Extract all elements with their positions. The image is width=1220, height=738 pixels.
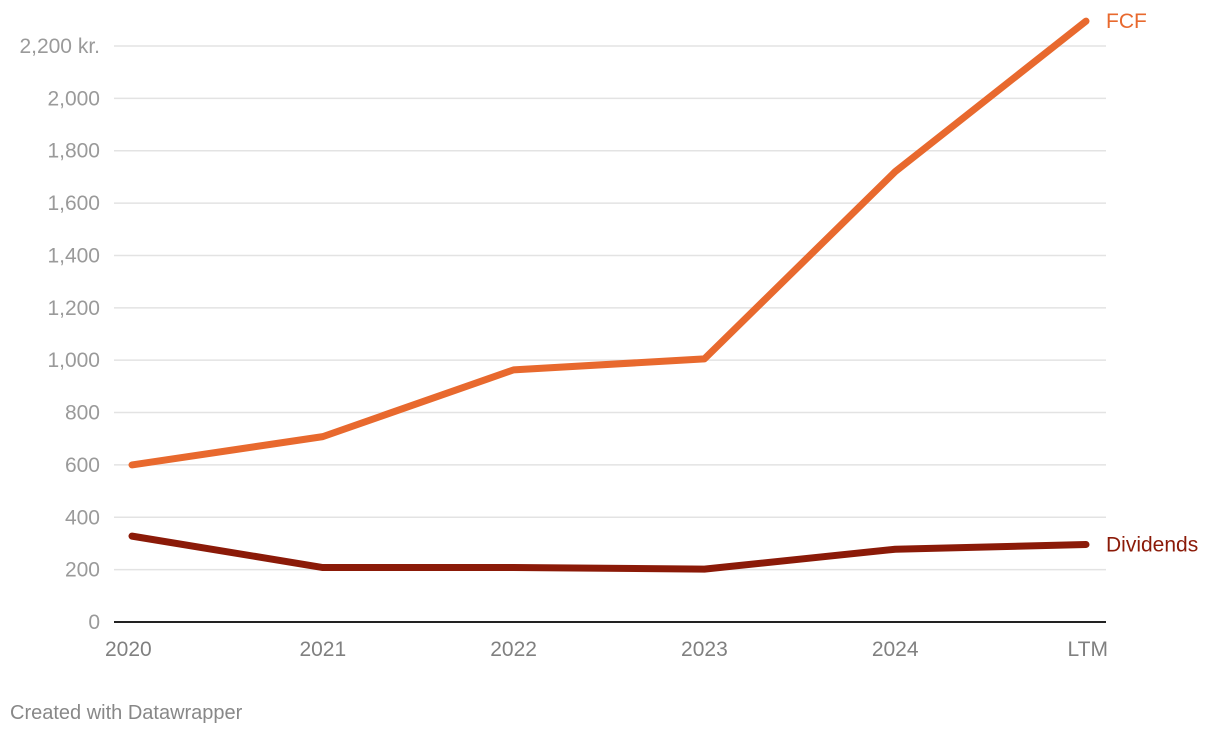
x-tick-label: 2021 <box>299 638 346 661</box>
y-tick-label: 200 <box>65 559 100 582</box>
series-line-dividends <box>128 532 1090 573</box>
gridlines <box>114 45 1106 571</box>
y-tick-label: 600 <box>65 454 100 477</box>
y-tick-label: 0 <box>88 611 100 634</box>
y-tick-label: 2,000 <box>47 87 100 110</box>
series-end-labels: FCF Dividends <box>1106 10 1198 556</box>
x-tick-label: LTM <box>1068 638 1108 661</box>
series-label-fcf: FCF <box>1106 10 1147 33</box>
x-tick-label: 2022 <box>490 638 537 661</box>
y-tick-label: 2,200 kr. <box>19 35 100 58</box>
y-tick-label: 1,200 <box>47 297 100 320</box>
y-tick-label: 1,600 <box>47 192 100 215</box>
y-tick-label: 800 <box>65 402 100 425</box>
x-tick-label: 2020 <box>105 638 152 661</box>
series-label-dividends: Dividends <box>1106 534 1198 557</box>
y-tick-label: 1,400 <box>47 244 100 267</box>
y-axis-tick-labels: 0 200 400 600 800 1,000 1,200 1,400 1,600 1,800 2,… <box>19 35 100 634</box>
x-tick-label: 2023 <box>681 638 728 661</box>
y-tick-label: 1,800 <box>47 140 100 163</box>
series-line-fcf <box>128 17 1090 469</box>
x-tick-label: 2024 <box>872 638 919 661</box>
y-tick-label: 1,000 <box>47 349 100 372</box>
y-tick-label: 400 <box>65 506 100 529</box>
datawrapper-credit: Created with Datawrapper <box>10 702 243 724</box>
series-lines <box>128 17 1090 573</box>
x-axis-tick-labels: 2020 2021 2022 2023 2024 LTM <box>105 638 1108 661</box>
